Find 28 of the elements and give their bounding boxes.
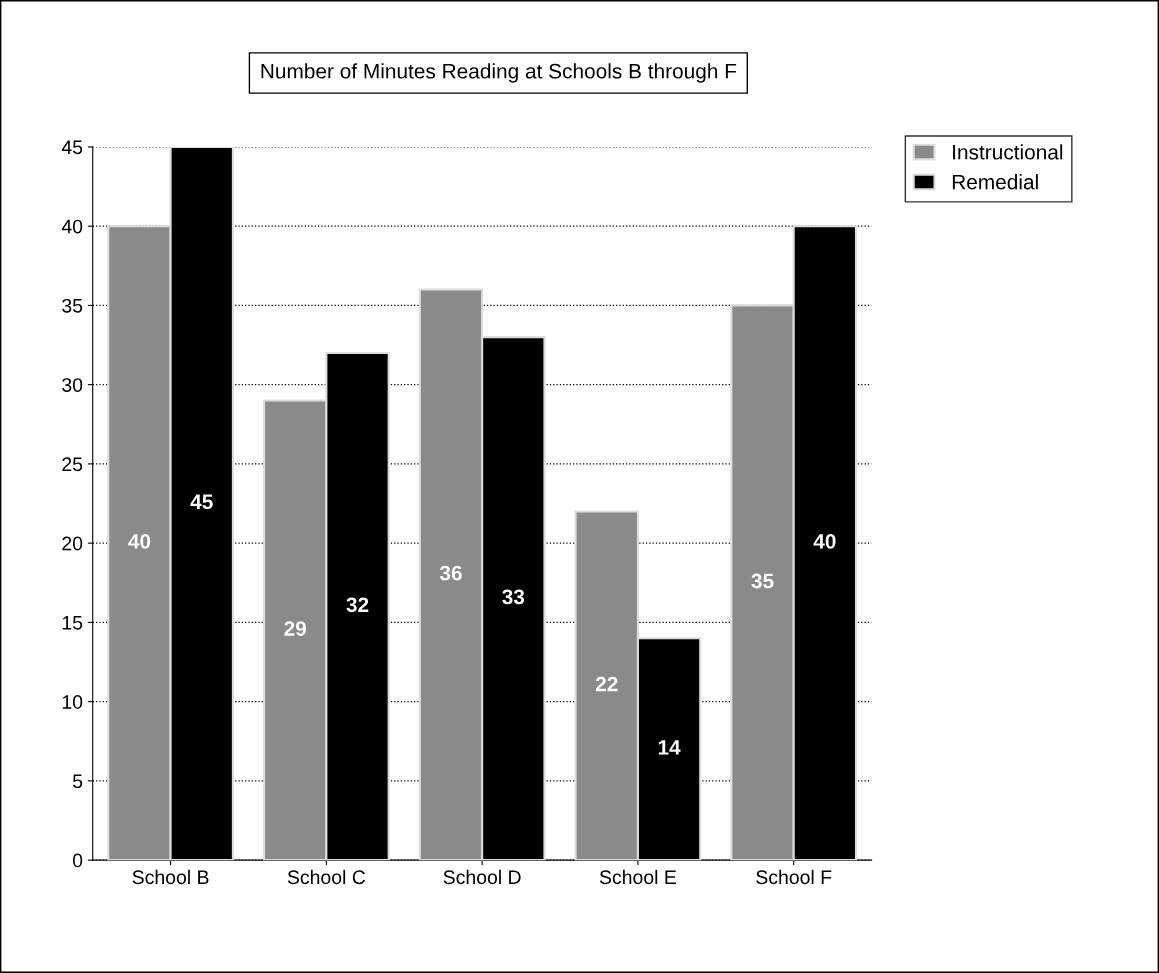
x-tick-label: School F [756,869,832,885]
x-tick-label: School C [287,869,366,885]
y-tick-label: 40 [61,219,83,234]
x-tick-label: School E [599,869,676,885]
data-label: 36 [439,565,462,581]
data-label: 35 [751,573,774,589]
y-tick-label: 5 [72,774,83,789]
data-label: 29 [284,621,307,636]
y-tick-label: 25 [62,457,83,472]
legend-label: Remedial [952,174,1038,190]
y-tick-label: 30 [62,378,83,392]
y-tick-label: 0 [72,853,83,868]
y-tick-label: 10 [62,695,83,709]
data-label: 14 [658,740,681,755]
x-tick-label: School D [443,869,521,885]
data-label: 32 [346,597,369,613]
data-label: 45 [190,494,213,510]
y-tick-label: 35 [62,298,83,313]
data-label: 40 [813,533,836,549]
legend-label: Instructional [953,144,1063,160]
chart-title: Number of Minutes Reading at Schools B through F [261,63,737,83]
y-tick-label: 45 [61,140,83,155]
data-label: 22 [595,676,618,692]
data-label: 40 [128,533,151,549]
data-label: 33 [502,589,525,605]
x-tick-label: School B [132,869,209,885]
y-tick-label: 20 [62,536,83,551]
y-tick-label: 15 [62,616,83,630]
